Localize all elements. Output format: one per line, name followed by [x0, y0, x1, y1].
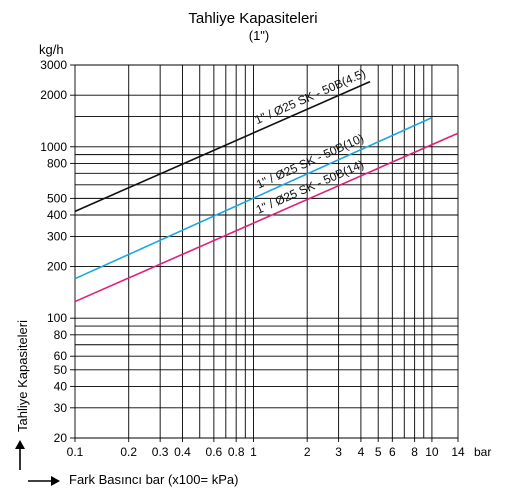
- y-tick-label: 1000: [40, 140, 67, 154]
- x-tick-label: 0.6: [206, 445, 223, 459]
- x-axis-title: Fark Basıncı bar (x100= kPa): [69, 472, 238, 487]
- y-tick-label: 80: [54, 328, 68, 342]
- x-unit-label: bar: [474, 445, 491, 459]
- x-tick-label: 3: [335, 445, 342, 459]
- x-tick-label: 1: [250, 445, 257, 459]
- x-tick-label: 0.2: [120, 445, 137, 459]
- series-label: 1" / Ø25 SK - 50B(4.5): [253, 66, 368, 127]
- y-tick-label: 60: [54, 349, 68, 363]
- y-tick-label: 300: [47, 229, 67, 243]
- y-tick-label: 3000: [40, 58, 67, 72]
- series-line: [74, 80, 371, 213]
- y-tick-label: 100: [47, 311, 67, 325]
- chart-title: Tahliye Kapasiteleri: [188, 10, 317, 27]
- x-tick-label: 4: [358, 445, 365, 459]
- y-tick-label: 2000: [40, 88, 67, 102]
- y-tick-label: 400: [47, 208, 67, 222]
- series-line: [74, 132, 459, 303]
- y-tick-label: 200: [47, 260, 67, 274]
- y-tick-label: 800: [47, 156, 67, 170]
- x-tick-label: 6: [389, 445, 396, 459]
- series-line: [74, 116, 433, 280]
- x-tick-label: 0.3: [152, 445, 169, 459]
- x-tick-label: 0.4: [174, 445, 191, 459]
- x-tick-label: 14: [451, 445, 465, 459]
- y-tick-label: 30: [54, 401, 68, 415]
- y-tick-label: 40: [54, 379, 68, 393]
- x-tick-label: 8: [411, 445, 418, 459]
- x-tick-label: 5: [375, 445, 382, 459]
- x-tick-label: 10: [425, 445, 439, 459]
- x-tick-label: 2: [304, 445, 311, 459]
- y-axis-arrow: [15, 440, 25, 470]
- y-tick-label: 50: [54, 363, 68, 377]
- y-tick-label: 500: [47, 191, 67, 205]
- y-axis-title: Tahliye Kapasiteleri: [15, 320, 30, 432]
- grid: [74, 64, 459, 439]
- chart-subtitle: (1"): [249, 28, 270, 43]
- x-tick-label: 0.8: [228, 445, 245, 459]
- x-axis-arrow: [28, 476, 60, 486]
- x-tick-label: 0.1: [67, 445, 84, 459]
- y-unit-label: kg/h: [39, 42, 64, 57]
- y-tick-label: 20: [54, 431, 68, 445]
